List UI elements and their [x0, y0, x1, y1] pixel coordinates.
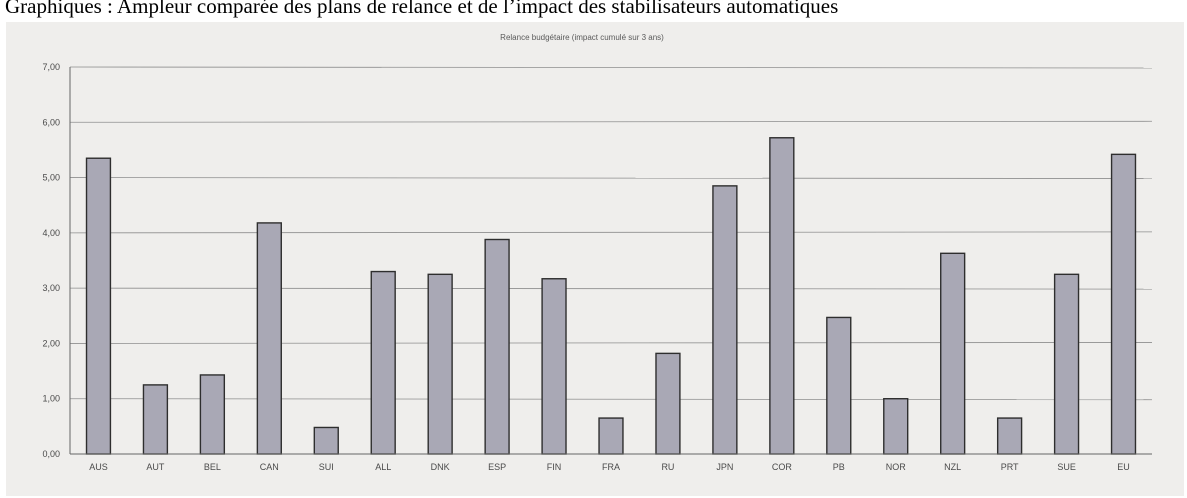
y-tick-label: 5,00	[42, 173, 60, 183]
x-tick-label-aus: AUS	[89, 462, 108, 472]
bar-prt	[996, 417, 1023, 455]
bar-can	[256, 222, 282, 455]
gridline	[69, 342, 1153, 344]
bar-esp	[484, 238, 510, 455]
bar-eu	[1110, 153, 1137, 455]
y-tick-label: 1,00	[42, 394, 60, 404]
x-tick-label-bel: BEL	[204, 462, 221, 472]
y-tick-label: 6,00	[42, 117, 60, 127]
x-tick-label-sue: SUE	[1057, 462, 1076, 472]
bar-bel	[199, 374, 226, 455]
y-tick-label: 7,00	[42, 62, 60, 72]
x-tick-label-jpn: JPN	[716, 462, 733, 472]
bar-pb	[826, 316, 852, 455]
bar-jpn	[712, 185, 738, 455]
x-tick-label-fra: FRA	[602, 462, 620, 472]
chart-figure: Relance budgétaire (impact cumulé sur 3 …	[6, 22, 1184, 496]
document-heading: Graphiques : Ampleur comparée des plans …	[5, 0, 839, 18]
bar-fra	[598, 417, 624, 455]
x-axis-labels: AUS AUT BEL CAN SUI ALL DNK ESP FIN FRA RU JPN COR PB…	[89, 462, 1130, 472]
bar-aus	[85, 157, 112, 455]
x-tick-label-esp: ESP	[488, 462, 506, 472]
gridline	[69, 287, 1153, 290]
bars	[85, 137, 1137, 455]
x-tick-label-dnk: DNK	[431, 462, 450, 472]
bar-chart: Relance budgétaire (impact cumulé sur 3 …	[42, 33, 1153, 472]
y-tick-label: 3,00	[42, 283, 60, 293]
gridlines	[69, 66, 1153, 401]
bar-ru	[655, 352, 681, 455]
chart-title: Relance budgétaire (impact cumulé sur 3 …	[500, 33, 664, 42]
x-tick-label-eu: EU	[1117, 462, 1130, 472]
y-tick-label: 4,00	[42, 228, 60, 238]
x-tick-label-pb: PB	[833, 462, 845, 472]
x-tick-label-fin: FIN	[547, 462, 562, 472]
bar-nzl	[940, 252, 966, 455]
x-tick-label-prt: PRT	[1001, 462, 1019, 472]
y-tick-label: 0,00	[42, 449, 60, 459]
x-tick-label-aut: AUT	[146, 462, 165, 472]
x-tick-label-sui: SUI	[319, 462, 334, 472]
bar-aut	[142, 384, 169, 455]
bar-sui	[313, 426, 339, 455]
gridline	[69, 120, 1153, 123]
bar-cor	[769, 137, 795, 455]
gridline	[69, 231, 1153, 234]
x-tick-label-all: ALL	[375, 462, 391, 472]
x-tick-label-nzl: NZL	[944, 462, 961, 472]
bar-fin	[541, 278, 567, 455]
x-tick-label-nor: NOR	[886, 462, 907, 472]
bar-nor	[883, 398, 909, 455]
gridline	[69, 66, 1153, 69]
gridline	[69, 177, 1153, 179]
x-tick-label-ru: RU	[661, 462, 674, 472]
bar-all	[370, 270, 396, 455]
x-tick-label-cor: COR	[772, 462, 793, 472]
bar-sue	[1053, 273, 1080, 455]
bar-dnk	[427, 273, 453, 455]
x-tick-label-can: CAN	[260, 462, 279, 472]
gridline	[69, 398, 1153, 401]
y-tick-label: 2,00	[42, 338, 60, 348]
y-axis-ticks: 0,00 1,00 2,00 3,00 4,00 5,00 6,00 7,00	[42, 62, 60, 459]
